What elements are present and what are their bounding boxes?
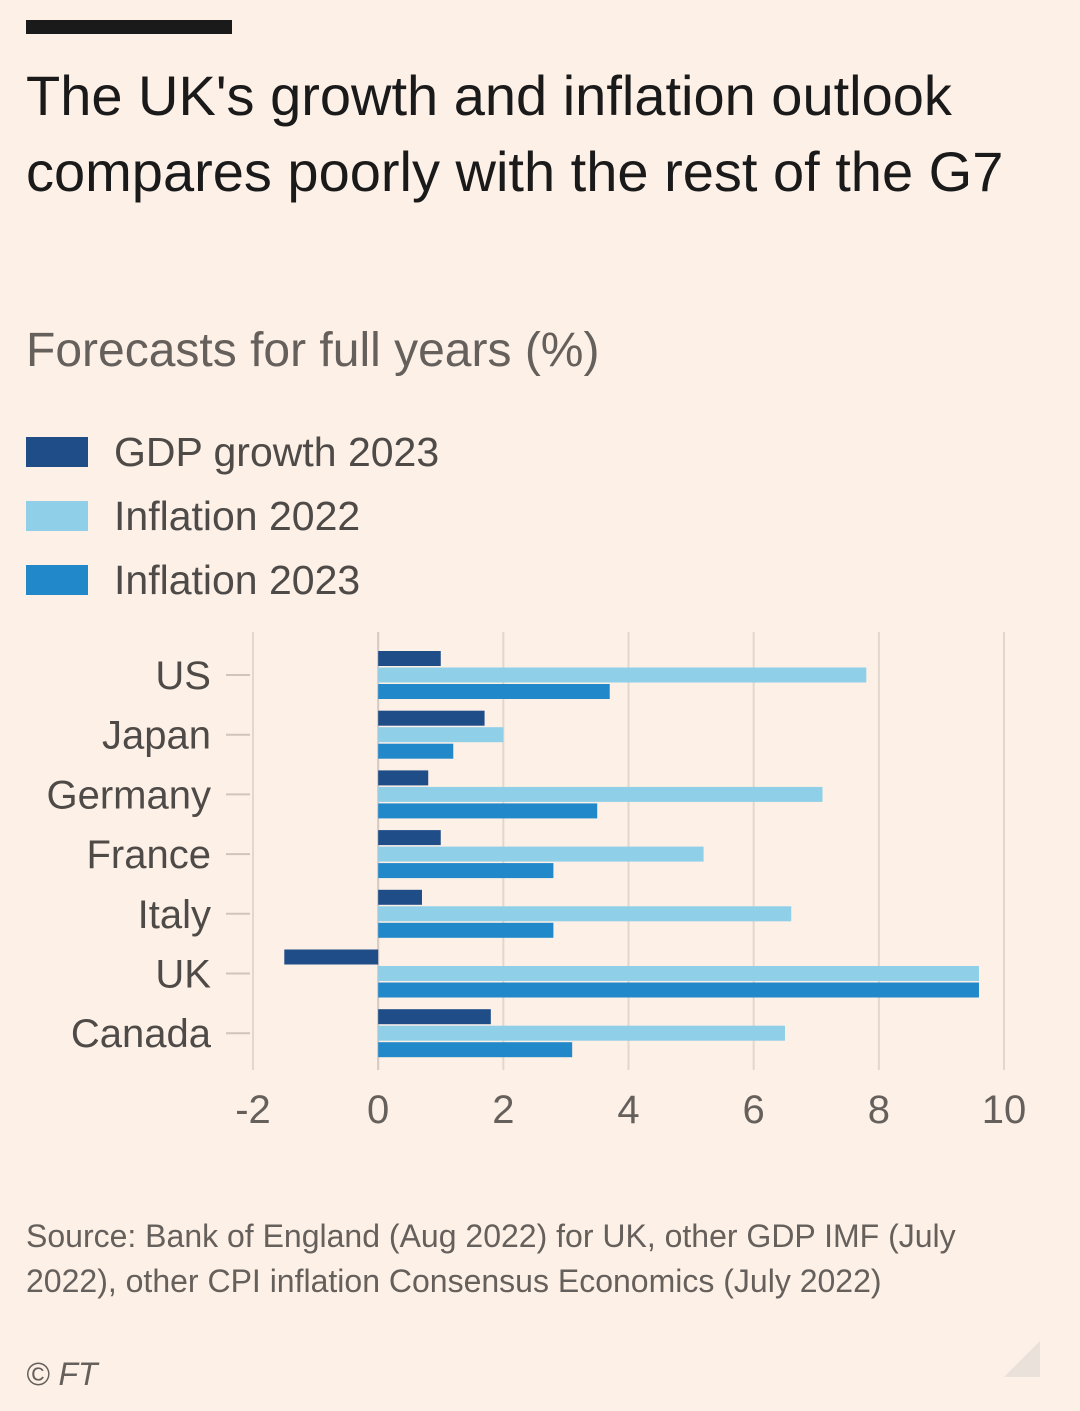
legend-item-gdp-2023: GDP growth 2023	[26, 420, 439, 484]
x-tick-label-2: -2	[235, 1088, 271, 1132]
bar-canada-inflation-2023	[378, 1042, 573, 1058]
x-tick-label-0: 0	[367, 1088, 389, 1132]
legend-swatch-inflation-2023	[26, 565, 88, 595]
bar-japan-gdp-growth-2023	[378, 710, 485, 726]
x-tick-label-8: 8	[868, 1088, 890, 1132]
bar-italy-gdp-growth-2023	[378, 889, 422, 905]
bar-japan-inflation-2022	[378, 727, 504, 743]
legend-item-inflation-2023: Inflation 2023	[26, 548, 439, 612]
y-tick-label-italy: Italy	[138, 893, 211, 937]
x-tick-label-2: 2	[492, 1088, 514, 1132]
bar-germany-gdp-growth-2023	[378, 770, 429, 786]
top-rule	[26, 20, 232, 34]
legend-label-inflation-2023: Inflation 2023	[114, 556, 361, 603]
bar-canada-gdp-growth-2023	[378, 1009, 491, 1025]
bar-uk-inflation-2023	[378, 982, 979, 998]
y-tick-label-us: US	[155, 654, 211, 698]
chart-subtitle: Forecasts for full years (%)	[26, 324, 600, 377]
legend-item-inflation-2022: Inflation 2022	[26, 484, 439, 548]
bar-uk-gdp-growth-2023	[284, 949, 379, 965]
bar-us-gdp-growth-2023	[378, 651, 441, 666]
chart-title: The UK's growth and inflation outlook co…	[26, 64, 1004, 203]
legend-swatch-inflation-2022	[26, 501, 88, 531]
bar-france-gdp-growth-2023	[378, 830, 441, 846]
y-tick-label-canada: Canada	[71, 1012, 212, 1056]
y-tick-label-japan: Japan	[102, 714, 211, 758]
source-note: Source: Bank of England (Aug 2022) for U…	[26, 1218, 956, 1299]
bar-us-inflation-2022	[378, 667, 867, 683]
y-tick-label-uk: UK	[155, 953, 211, 997]
bar-us-inflation-2023	[378, 684, 610, 699]
bar-italy-inflation-2022	[378, 906, 792, 922]
bar-uk-inflation-2022	[378, 966, 979, 981]
bar-chart: -2 0 2 4 6 8 10 US Japan Germany France Italy UK Cana…	[47, 632, 1027, 1132]
legend-label-inflation-2022: Inflation 2022	[114, 492, 361, 539]
bar-italy-inflation-2023	[378, 922, 554, 938]
x-tick-label-4: 4	[617, 1088, 639, 1132]
legend: GDP growth 2023 Inflation 2022 Inflation…	[26, 420, 439, 612]
y-tick-label-france: France	[87, 833, 212, 877]
bar-germany-inflation-2022	[378, 786, 823, 802]
bar-japan-inflation-2023	[378, 743, 454, 759]
legend-swatch-gdp-2023	[26, 437, 88, 467]
bar-france-inflation-2023	[378, 863, 554, 879]
copyright: © FT	[26, 1356, 98, 1392]
bar-france-inflation-2022	[378, 846, 704, 862]
legend-label-gdp-2023: GDP growth 2023	[114, 428, 440, 475]
bar-canada-inflation-2022	[378, 1025, 785, 1041]
x-tick-label-6: 6	[743, 1088, 765, 1132]
bar-germany-inflation-2023	[378, 803, 598, 819]
resize-corner-icon	[1004, 1341, 1040, 1377]
y-tick-label-germany: Germany	[47, 773, 212, 817]
x-tick-label-10: 10	[982, 1088, 1027, 1132]
